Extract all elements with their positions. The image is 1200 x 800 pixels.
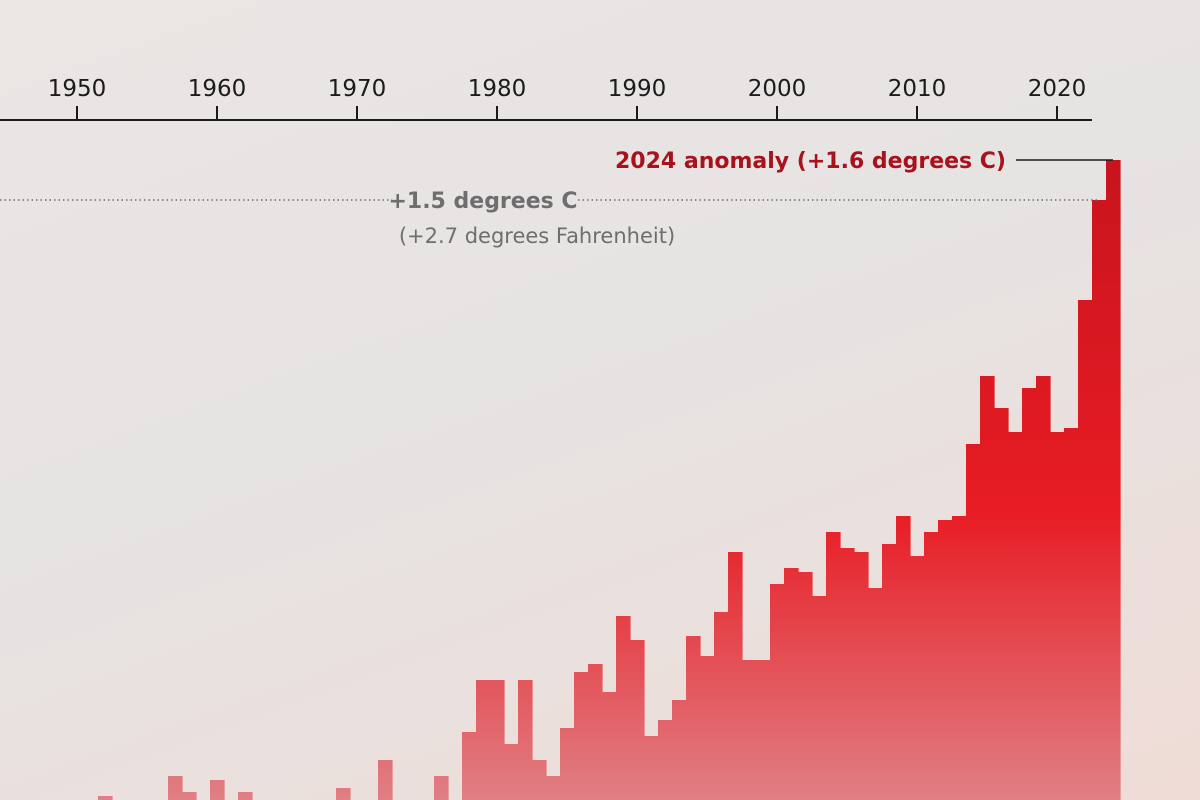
bar-2003 bbox=[812, 596, 827, 800]
bar-2021 bbox=[1064, 428, 1079, 800]
bar-2015 bbox=[980, 376, 995, 800]
bar-1986 bbox=[574, 672, 589, 800]
bar-2005 bbox=[840, 548, 855, 800]
bar-1994 bbox=[686, 636, 701, 800]
bar-1990 bbox=[630, 640, 645, 800]
tick-label-1970: 1970 bbox=[328, 76, 387, 102]
tick-label-1980: 1980 bbox=[468, 76, 527, 102]
bar-2011 bbox=[924, 532, 939, 800]
bar-1980 bbox=[490, 680, 505, 800]
reference-line-group: +1.5 degrees C (+2.7 degrees Fahrenheit) bbox=[0, 189, 1098, 248]
bar-1993 bbox=[672, 700, 687, 800]
bar-1982 bbox=[518, 680, 533, 800]
bar-1952 bbox=[98, 796, 113, 800]
bar-1997 bbox=[728, 552, 743, 800]
bar-2006 bbox=[854, 552, 869, 800]
bar-1985 bbox=[560, 728, 575, 800]
bar-2018 bbox=[1022, 388, 1037, 800]
bar-2004 bbox=[826, 532, 841, 800]
bar-1972 bbox=[378, 760, 393, 800]
bar-2008 bbox=[882, 544, 897, 800]
reference-line-label: +1.5 degrees C bbox=[388, 189, 577, 214]
bar-1987 bbox=[588, 664, 603, 800]
annotation-group: 2024 anomaly (+1.6 degrees C) bbox=[615, 149, 1113, 174]
tick-label-1990: 1990 bbox=[608, 76, 667, 102]
bar-1984 bbox=[546, 776, 561, 800]
bar-1976 bbox=[434, 776, 449, 800]
bar-2000 bbox=[770, 584, 785, 800]
bar-2009 bbox=[896, 516, 911, 800]
bar-2007 bbox=[868, 588, 883, 800]
bar-1995 bbox=[700, 656, 715, 800]
reference-line-sublabel: (+2.7 degrees Fahrenheit) bbox=[399, 224, 675, 248]
bar-1991 bbox=[644, 736, 659, 800]
bar-1983 bbox=[532, 760, 547, 800]
bar-1969 bbox=[336, 788, 351, 800]
bar-2022 bbox=[1078, 300, 1093, 800]
bar-2012 bbox=[938, 520, 953, 800]
bar-2010 bbox=[910, 556, 925, 800]
bar-1999 bbox=[756, 660, 771, 800]
x-axis-ticks: 1950 1960 1970 1980 1990 2000 2010 2020 bbox=[48, 76, 1087, 120]
tick-label-2000: 2000 bbox=[748, 76, 807, 102]
bars-group bbox=[98, 160, 1121, 800]
bar-1978 bbox=[462, 732, 477, 800]
bar-1992 bbox=[658, 720, 673, 800]
tick-label-1950: 1950 bbox=[48, 76, 107, 102]
bar-1979 bbox=[476, 680, 491, 800]
bar-2002 bbox=[798, 572, 813, 800]
bar-1960 bbox=[210, 780, 225, 800]
bar-2023 bbox=[1092, 200, 1107, 800]
bar-1996 bbox=[714, 612, 729, 800]
bar-1998 bbox=[742, 660, 757, 800]
bar-2016 bbox=[994, 408, 1009, 800]
bar-1981 bbox=[504, 744, 519, 800]
bar-2013 bbox=[952, 516, 967, 800]
bar-2020 bbox=[1050, 432, 1065, 800]
bar-2024 bbox=[1106, 160, 1121, 800]
bar-2001 bbox=[784, 568, 799, 800]
tick-label-2010: 2010 bbox=[888, 76, 947, 102]
bar-1958 bbox=[182, 792, 197, 800]
bar-1962 bbox=[238, 792, 253, 800]
tick-label-2020: 2020 bbox=[1028, 76, 1087, 102]
bar-1988 bbox=[602, 692, 617, 800]
bar-2014 bbox=[966, 444, 981, 800]
bar-1957 bbox=[168, 776, 183, 800]
tick-label-1960: 1960 bbox=[188, 76, 247, 102]
bar-2017 bbox=[1008, 432, 1023, 800]
annotation-2024-label: 2024 anomaly (+1.6 degrees C) bbox=[615, 149, 1006, 174]
bar-1989 bbox=[616, 616, 631, 800]
bar-2019 bbox=[1036, 376, 1051, 800]
